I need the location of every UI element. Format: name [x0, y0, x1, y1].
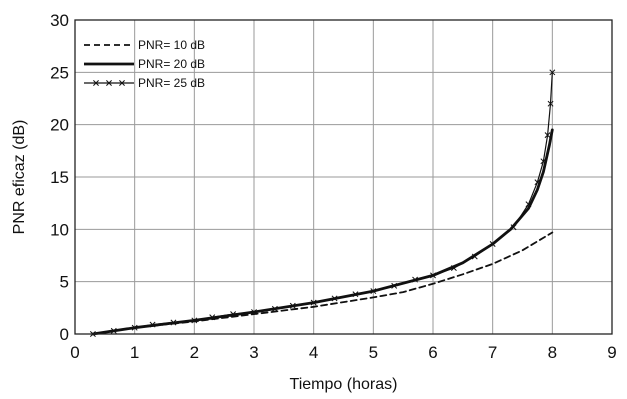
x-axis-title: Tiempo (horas): [290, 376, 398, 393]
data-point-marker: [170, 319, 177, 326]
series-line: [92, 71, 553, 335]
data-point-marker: [391, 282, 398, 289]
x-tick-label: 6: [428, 343, 437, 362]
data-point-marker: [534, 179, 541, 186]
y-tick-label: 5: [60, 273, 69, 292]
data-point-marker: [544, 132, 551, 139]
data-point-marker: [489, 241, 496, 247]
data-point-marker: [191, 317, 198, 324]
y-tick-label: 0: [60, 325, 69, 344]
legend-entry: PNR= 20 dB: [84, 57, 205, 71]
series-1: [92, 231, 554, 335]
legend-entry: PNR= 10 dB: [84, 38, 205, 52]
legend-label: PNR= 20 dB: [138, 57, 205, 71]
x-tick-label: 7: [488, 343, 497, 362]
y-tick-label: 15: [50, 168, 69, 187]
data-point-marker: [230, 311, 237, 318]
series-line: [91, 128, 554, 336]
data-point-marker: [525, 201, 532, 208]
data-point-marker: [271, 305, 278, 312]
series-3: [89, 69, 556, 337]
data-point-marker: [510, 224, 517, 231]
y-tick-label: 30: [50, 11, 69, 30]
legend-label: PNR= 25 dB: [138, 76, 205, 90]
x-tick-label: 9: [607, 343, 616, 362]
data-point-marker: [549, 69, 556, 76]
y-tick-label: 10: [50, 220, 69, 239]
data-point-marker: [149, 321, 156, 328]
y-axis-title: PNR eficaz (dB): [11, 120, 28, 235]
data-point-marker: [131, 324, 138, 331]
x-tick-label: 2: [190, 343, 199, 362]
x-tick-labels: 0 1 2 3 4 5 6 7 8 9: [70, 343, 616, 362]
y-tick-label: 25: [50, 63, 69, 82]
plot-frame: [74, 19, 613, 335]
data-point-marker: [310, 299, 317, 306]
series-line: [92, 231, 554, 335]
data-point-marker: [430, 272, 436, 279]
data-point-marker: [331, 295, 338, 302]
data-point-marker: [352, 291, 359, 298]
x-tick-label: 5: [369, 343, 378, 362]
data-point-marker: [110, 327, 117, 334]
legend: PNR= 10 dB PNR= 20 dB PNR= 25 dB: [84, 38, 205, 90]
x-tick-label: 4: [309, 343, 318, 362]
data-point-marker: [370, 288, 377, 295]
legend-entry: PNR= 25 dB: [84, 76, 205, 90]
data-point-marker: [209, 314, 216, 321]
data-point-marker: [450, 265, 457, 272]
series-2: [91, 128, 554, 336]
x-tick-label: 1: [130, 343, 139, 362]
grid: [75, 20, 612, 334]
x-tick-label: 8: [548, 343, 557, 362]
y-tick-labels: 0 5 10 15 20 25 30: [50, 11, 69, 344]
data-point-marker: [540, 158, 547, 165]
x-tick-label: 0: [70, 343, 79, 362]
data-point-marker: [547, 100, 554, 107]
y-tick-label: 20: [50, 116, 69, 135]
data-point-marker: [251, 309, 257, 315]
data-point-marker: [289, 302, 296, 309]
data-point-marker: [471, 253, 478, 260]
data-point-marker: [412, 276, 419, 283]
legend-label: PNR= 10 dB: [138, 38, 205, 52]
plot-lines: [89, 69, 556, 337]
x-tick-label: 3: [249, 343, 258, 362]
